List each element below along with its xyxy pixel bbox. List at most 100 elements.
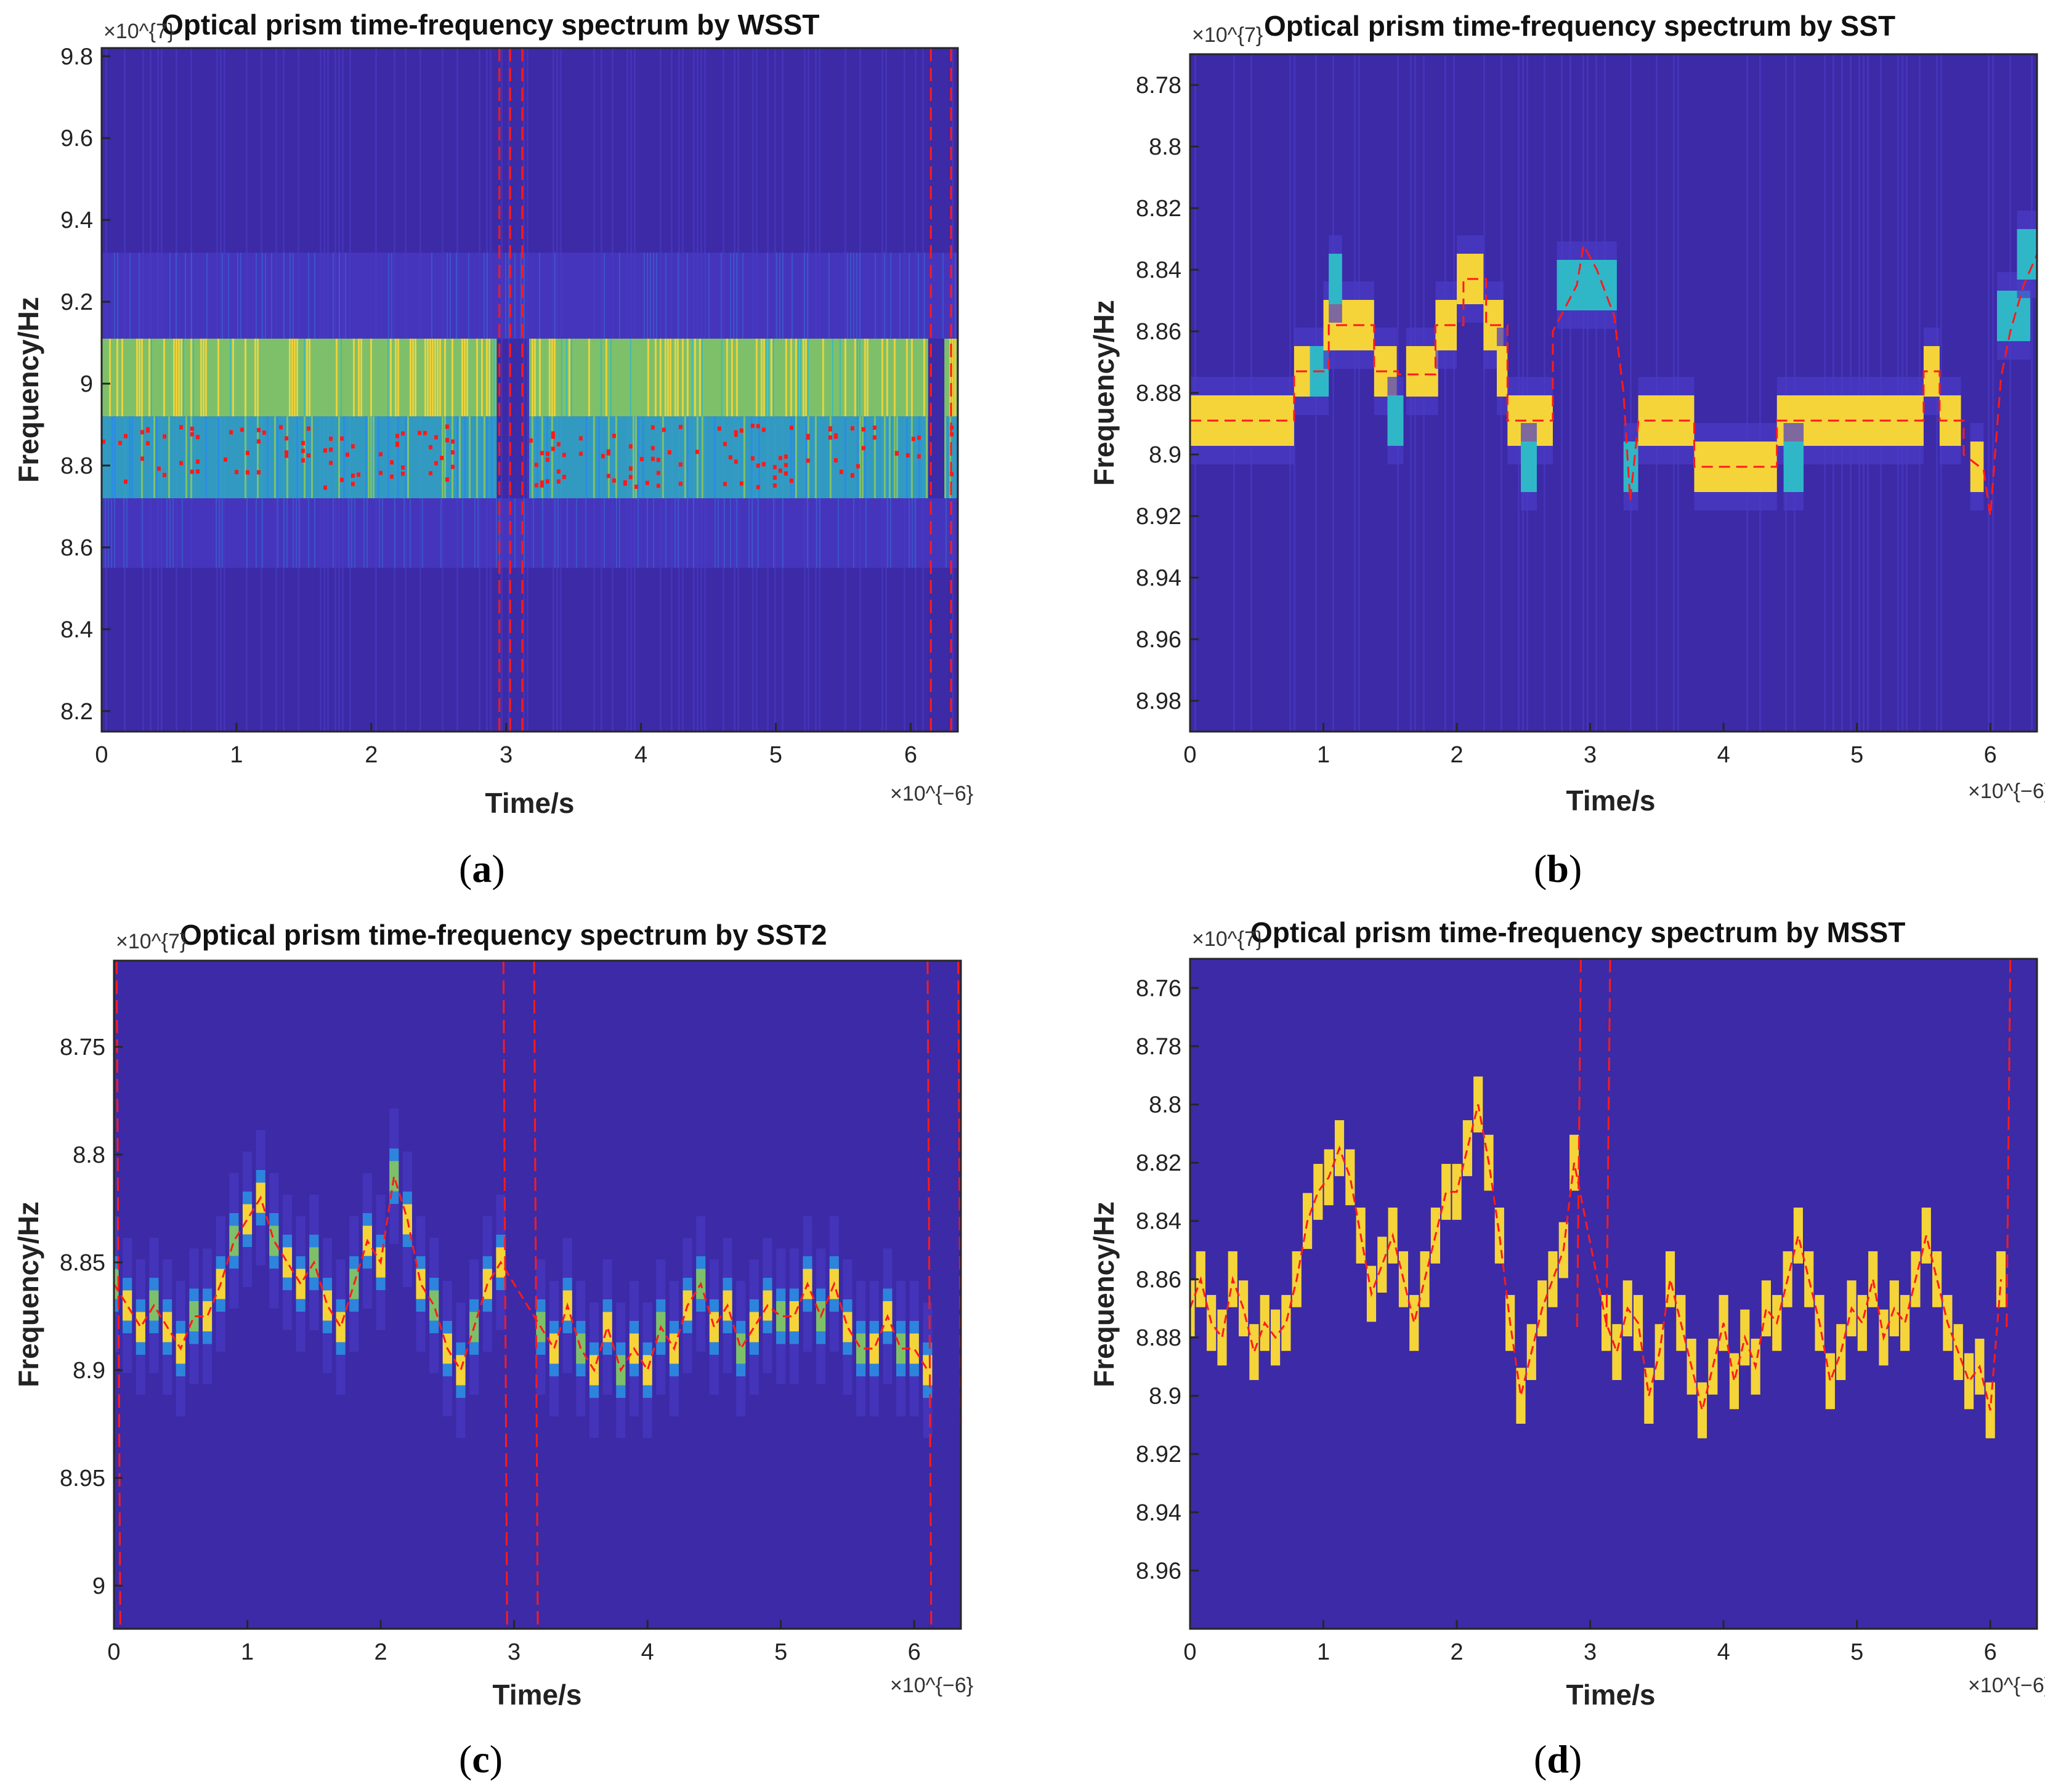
panel-a-band-blue-stripe (912, 498, 913, 568)
panel-a-band-blue-stripe (382, 498, 383, 568)
panel-a-band-yellow-stripe (864, 338, 866, 417)
panel-a-band-cyan-stripe (859, 338, 861, 417)
panel-a: Optical prism time-frequency spectrum by… (12, 9, 973, 890)
panel-a-x-tick-label: 0 (95, 742, 108, 768)
panel-a-band-green-stripe (896, 416, 898, 499)
panel-a-band-blue-stripe (713, 416, 716, 499)
panel-a-band-yellow-stripe (893, 338, 896, 417)
panel-c-plot-area (114, 961, 961, 1629)
panel-a-band-blue-stripe (804, 252, 805, 339)
panel-a-band-blue-stripe (899, 252, 901, 339)
panel-a-band-blue-stripe (782, 252, 784, 339)
panel-b-y-ticks: 8.78 8.8 8.82 8.84 8.86 8.88 8.9 8.92 8.94 8.96 8.… (1136, 73, 1199, 714)
panel-c-y-tick-label: 8.95 (60, 1466, 105, 1491)
panel-a-band-cyan-stripe (183, 338, 184, 417)
panel-c-ridge-vertical (115, 961, 121, 1629)
panel-d-spectrum-block (1793, 1207, 1803, 1264)
panel-c: Optical prism time-frequency spectrum by… (12, 919, 973, 1781)
panel-a-band-yellow-stripe (666, 338, 669, 417)
panel-b-title: Optical prism time-frequency spectrum by… (1264, 10, 1895, 42)
panel-a-band-blue-stripe (191, 252, 192, 339)
panel-a-band-blue-stripe (524, 252, 525, 339)
panel-c-y-tick-label: 8.85 (60, 1250, 105, 1276)
panel-d-y-tick-label: 8.96 (1136, 1558, 1181, 1584)
panel-a-band-yellow-stripe (731, 338, 733, 417)
panel-b-noise-stripe (1453, 54, 1455, 732)
panel-a-band-cyan-stripe (767, 338, 769, 417)
panel-a-band-blue-stripe (314, 498, 315, 568)
panel-d-ridge-line (1190, 1104, 2002, 1411)
panel-a-band-green-stripe (373, 416, 375, 499)
panel-a-band-yellow-stripe (444, 338, 446, 417)
panel-a-band-green-stripe (459, 416, 461, 499)
panel-a-band-blue-stripe (850, 252, 851, 339)
panel-b-x-tick-label: 1 (1317, 742, 1330, 768)
panel-a-band-cyan-stripe (765, 338, 767, 417)
panel-a-band-blue-stripe (286, 498, 288, 568)
panel-a-band-blue-stripe (736, 252, 737, 339)
panel-a-band-blue-stripe (887, 498, 888, 568)
panel-a-band-blue-stripe (277, 416, 278, 499)
panel-a-band-yellow-stripe (949, 338, 952, 417)
panel-a-band-cyan-stripe (570, 338, 572, 417)
panel-c-x-tick-label: 5 (774, 1639, 787, 1665)
panel-a-band-green-stripe (551, 416, 553, 499)
panel-d-x-tick-label: 5 (1850, 1639, 1863, 1665)
panel-a-band-blue-stripe (807, 498, 808, 568)
panel-a-x-tick-label: 4 (634, 742, 647, 768)
panel-a-band-blue-stripe (909, 252, 910, 339)
panel-a-band-yellow-stripe (434, 338, 436, 417)
panel-c-y-tick-label: 8.75 (60, 1035, 105, 1060)
panel-a-band-blue-stripe (403, 498, 405, 568)
panel-a-band-blue-stripe (496, 498, 497, 568)
panel-a-band-blue-stripe (678, 498, 679, 568)
panel-a-band-blue-stripe (619, 498, 620, 568)
panel-d-spectrum-block (1377, 1237, 1387, 1293)
panel-a-band-blue-stripe (758, 498, 759, 568)
panel-a-band-yellow-stripe (755, 338, 758, 417)
panel-b-spectrum-block (1329, 254, 1342, 304)
panel-a-y-tick-label: 9 (80, 371, 93, 397)
panel-a-band-green-stripe (873, 416, 876, 499)
panel-b-y-tick-label: 8.94 (1136, 565, 1181, 591)
panel-a-band-blue-stripe (363, 498, 365, 568)
panel-a-band-yellow-stripe (254, 338, 256, 417)
panel-a-band-green-stripe (696, 416, 699, 499)
panel-a-band-blue-stripe (856, 416, 859, 499)
panel-d-spectrum-block (1190, 1280, 1195, 1337)
panel-d-spectrum-block (1697, 1382, 1707, 1439)
panel-d-y-tick-label: 8.78 (1136, 1034, 1181, 1060)
panel-a-band-blue-stripe (176, 252, 177, 339)
panel-c-y-tick-label: 8.8 (73, 1142, 105, 1168)
panel-a-band-yellow-stripe (139, 338, 140, 417)
panel-a-band-blue-stripe (314, 252, 315, 339)
panel-a-band-blue-stripe (838, 498, 839, 568)
panel-a-band-cyan-stripe (341, 338, 342, 417)
panel-a-band-blue-stripe (779, 252, 780, 339)
panel-c-spectrum-block (242, 1204, 253, 1235)
panel-b-noise-stripe (1587, 54, 1589, 732)
panel-a-x-tick-label: 5 (769, 742, 782, 768)
panel-a-band-green-stripe (883, 416, 886, 499)
panel-d-x-tick-label: 2 (1451, 1639, 1464, 1665)
panel-a-band-cyan-stripe (600, 338, 602, 417)
panel-a-band-blue-stripe (308, 498, 309, 568)
panel-a-band-blue-stripe (486, 416, 488, 499)
panel-a-band-yellow-stripe (659, 338, 662, 417)
panel-a-band-yellow-stripe (905, 338, 908, 417)
panel-a-band-blue-stripe (277, 498, 278, 568)
panel-a-band-blue-stripe (715, 498, 716, 568)
panel-d-x-tick-label: 6 (1984, 1639, 1997, 1665)
panel-d-spectrum-block (1996, 1251, 2006, 1307)
panel-a-band-blue-stripe (767, 252, 768, 339)
panel-b-ridge-line (1190, 242, 2037, 517)
panel-a-band-yellow-stripe (886, 338, 888, 417)
panel-a-band-blue-stripe (290, 252, 291, 339)
panel-a-band-blue-stripe (792, 416, 795, 499)
panel-a-band-blue-stripe (484, 252, 485, 339)
panel-d-x-exponent: ×10^{−6} (1968, 1674, 2045, 1697)
panel-a-band-blue-stripe (185, 252, 186, 339)
panel-a-band-yellow-stripe (205, 338, 207, 417)
panel-a-band-blue-stripe (468, 252, 469, 339)
